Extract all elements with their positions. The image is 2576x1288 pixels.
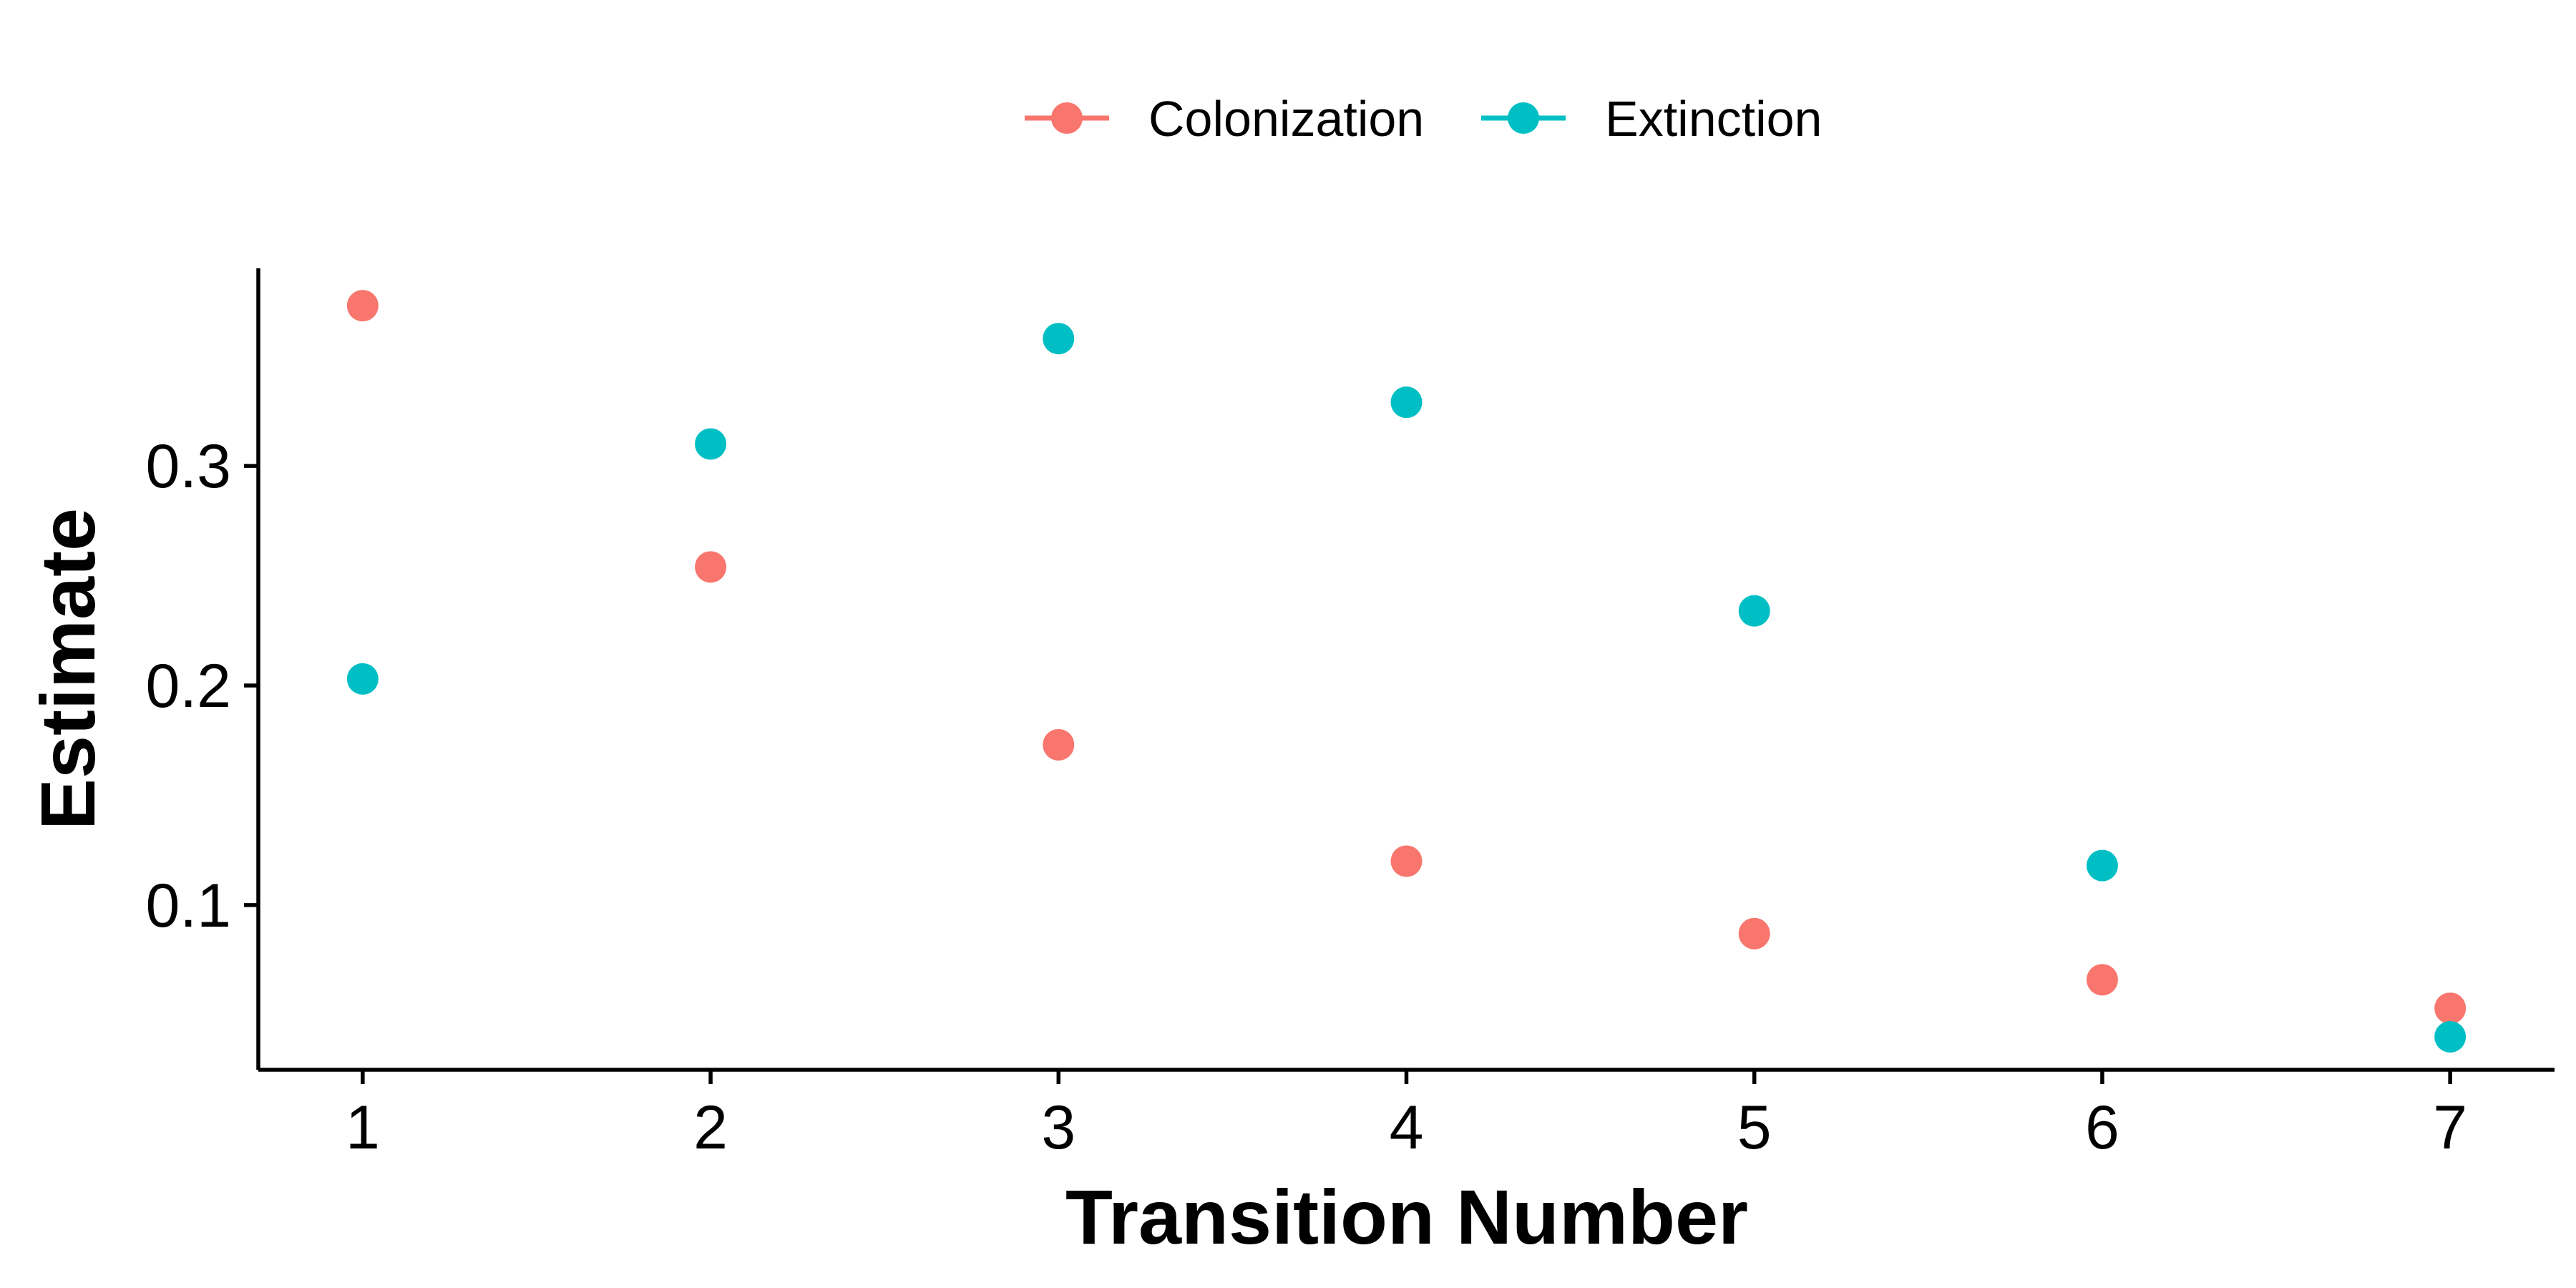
data-point-extinction bbox=[2086, 849, 2118, 882]
x-axis-ticks: 1 2 3 4 5 6 7 bbox=[346, 1070, 2467, 1162]
x-tick-label: 7 bbox=[2433, 1093, 2467, 1162]
data-point-colonization bbox=[1738, 917, 1770, 950]
x-tick-label: 1 bbox=[346, 1093, 380, 1162]
data-point-colonization bbox=[1390, 845, 1423, 877]
legend-key-point bbox=[1051, 102, 1083, 134]
y-tick-label: 0.3 bbox=[145, 432, 231, 501]
data-point-colonization bbox=[2086, 964, 2118, 996]
data-point-colonization bbox=[346, 290, 379, 322]
legend-key-point bbox=[1508, 102, 1539, 134]
x-tick-label: 4 bbox=[1390, 1093, 1424, 1162]
data-point-colonization bbox=[695, 551, 727, 583]
legend-item-extinction: Extinction bbox=[1481, 91, 1822, 147]
x-tick-label: 6 bbox=[2085, 1093, 2119, 1162]
data-point-extinction bbox=[1738, 595, 1770, 627]
plot-area: 0.1 0.2 0.3 1 2 3 4 5 6 7 bbox=[145, 268, 2555, 1162]
x-tick-label: 3 bbox=[1041, 1093, 1075, 1162]
data-point-extinction bbox=[346, 663, 379, 695]
data-point-extinction bbox=[1043, 323, 1075, 355]
y-axis-title: Estimate bbox=[24, 508, 111, 830]
data-point-colonization bbox=[2434, 992, 2467, 1025]
series-colonization bbox=[346, 290, 2467, 1025]
legend-label: Extinction bbox=[1605, 91, 1822, 147]
data-points bbox=[346, 290, 2467, 1053]
data-point-extinction bbox=[1390, 386, 1423, 419]
y-tick-label: 0.2 bbox=[145, 652, 231, 721]
data-point-colonization bbox=[1043, 728, 1075, 761]
y-axis-ticks: 0.1 0.2 0.3 bbox=[145, 432, 258, 940]
data-point-extinction bbox=[2434, 1020, 2467, 1053]
data-point-extinction bbox=[695, 428, 727, 460]
x-axis-title: Transition Number bbox=[1065, 1174, 1748, 1260]
x-tick-label: 2 bbox=[693, 1093, 728, 1162]
legend-label: Colonization bbox=[1148, 91, 1424, 147]
y-tick-label: 0.1 bbox=[145, 872, 231, 940]
x-tick-label: 5 bbox=[1737, 1093, 1772, 1162]
legend-item-colonization: Colonization bbox=[1025, 91, 1424, 147]
series-extinction bbox=[346, 323, 2467, 1053]
legend: Colonization Extinction bbox=[1025, 91, 1822, 147]
